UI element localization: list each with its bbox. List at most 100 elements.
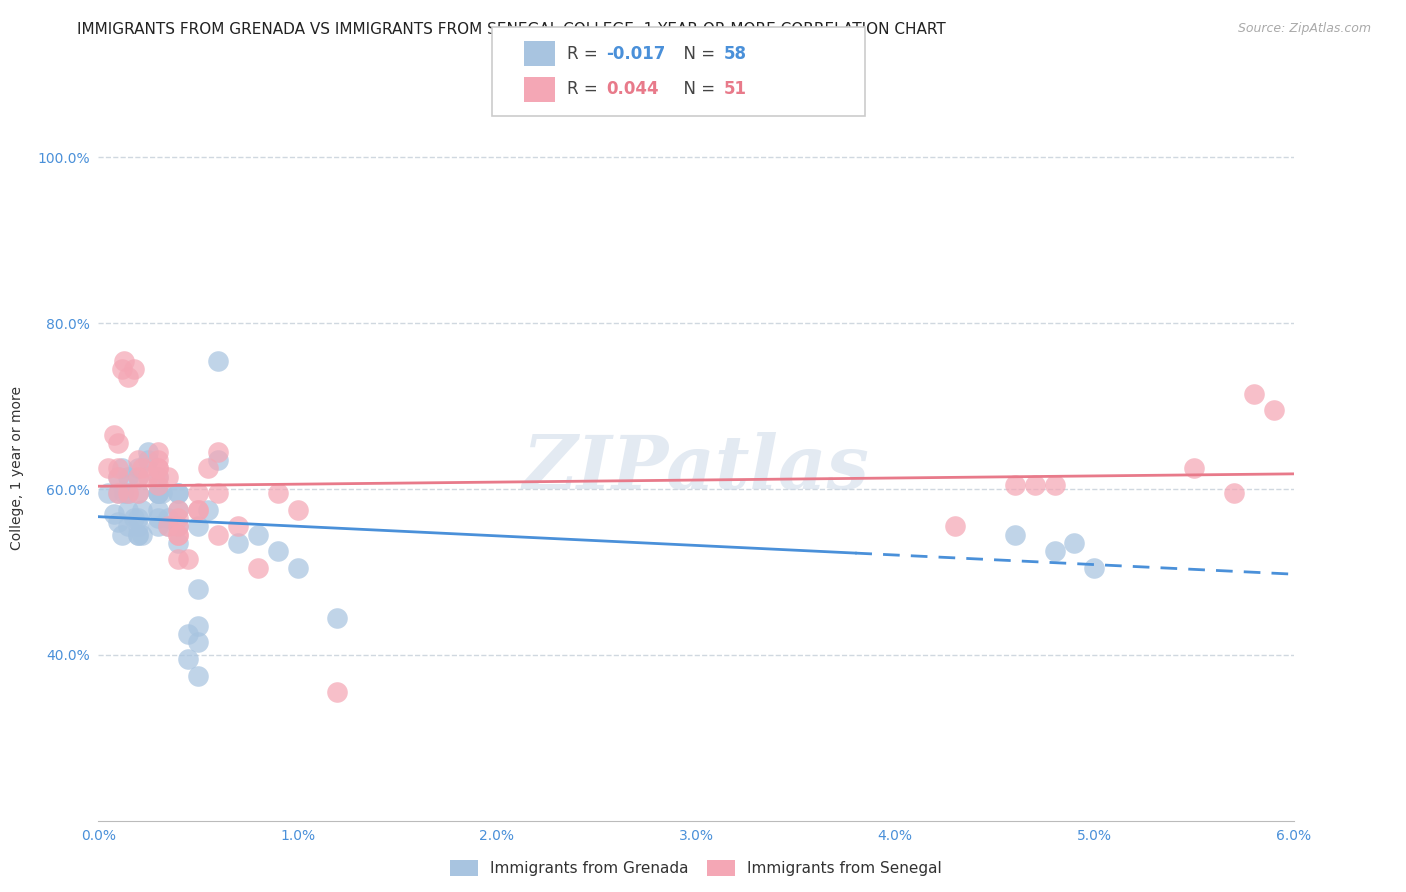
- Point: [167, 486, 190, 500]
- Point: [112, 353, 135, 368]
- Point: [943, 519, 966, 533]
- Point: [1223, 486, 1246, 500]
- Y-axis label: College, 1 year or more: College, 1 year or more: [10, 386, 24, 550]
- Point: [107, 436, 129, 450]
- Point: [131, 502, 153, 516]
- Point: [1182, 461, 1205, 475]
- Text: N =: N =: [673, 45, 721, 62]
- Point: [1004, 527, 1026, 541]
- Point: [103, 507, 125, 521]
- Point: [148, 486, 170, 500]
- Point: [157, 519, 180, 533]
- Point: [167, 527, 190, 541]
- Point: [187, 619, 209, 633]
- Point: [127, 527, 149, 541]
- Point: [207, 527, 229, 541]
- Point: [1024, 478, 1046, 492]
- Point: [148, 502, 170, 516]
- Point: [1083, 561, 1105, 575]
- Point: [107, 469, 129, 483]
- Point: [127, 453, 149, 467]
- Point: [187, 486, 209, 500]
- Point: [111, 361, 134, 376]
- Point: [267, 544, 290, 558]
- Point: [117, 370, 139, 384]
- Point: [197, 502, 219, 516]
- Point: [187, 668, 209, 682]
- Point: [148, 519, 170, 533]
- Point: [107, 486, 129, 500]
- Point: [107, 515, 129, 529]
- Point: [117, 502, 139, 516]
- Point: [167, 527, 190, 541]
- Point: [207, 353, 229, 368]
- Point: [150, 486, 173, 500]
- Point: [117, 486, 139, 500]
- Point: [207, 444, 229, 458]
- Legend: Immigrants from Grenada, Immigrants from Senegal: Immigrants from Grenada, Immigrants from…: [450, 861, 942, 877]
- Point: [226, 519, 249, 533]
- Point: [287, 502, 309, 516]
- Point: [1243, 386, 1265, 401]
- Point: [136, 469, 159, 483]
- Point: [124, 511, 146, 525]
- Point: [107, 461, 129, 475]
- Point: [187, 635, 209, 649]
- Point: [127, 486, 149, 500]
- Text: N =: N =: [673, 80, 721, 98]
- Point: [117, 469, 139, 483]
- Point: [148, 469, 170, 483]
- Text: IMMIGRANTS FROM GRENADA VS IMMIGRANTS FROM SENEGAL COLLEGE, 1 YEAR OR MORE CORRE: IMMIGRANTS FROM GRENADA VS IMMIGRANTS FR…: [77, 22, 946, 37]
- Point: [127, 461, 149, 475]
- Point: [97, 461, 120, 475]
- Point: [326, 685, 349, 699]
- Point: [127, 519, 149, 533]
- Point: [167, 536, 190, 550]
- Point: [112, 486, 135, 500]
- Text: 58: 58: [724, 45, 747, 62]
- Point: [187, 582, 209, 596]
- Point: [148, 478, 170, 492]
- Point: [187, 502, 209, 516]
- Point: [157, 469, 180, 483]
- Point: [187, 519, 209, 533]
- Point: [127, 527, 149, 541]
- Point: [107, 486, 129, 500]
- Point: [1043, 544, 1066, 558]
- Point: [148, 511, 170, 525]
- Point: [246, 561, 269, 575]
- Text: 51: 51: [724, 80, 747, 98]
- Point: [246, 527, 269, 541]
- Point: [136, 444, 159, 458]
- Point: [148, 461, 170, 475]
- Text: R =: R =: [567, 45, 603, 62]
- Point: [167, 552, 190, 566]
- Point: [148, 469, 170, 483]
- Point: [207, 486, 229, 500]
- Point: [148, 453, 170, 467]
- Point: [226, 536, 249, 550]
- Point: [117, 486, 139, 500]
- Point: [197, 461, 219, 475]
- Point: [127, 469, 149, 483]
- Point: [103, 428, 125, 442]
- Point: [177, 627, 200, 641]
- Point: [167, 511, 190, 525]
- Point: [127, 469, 149, 483]
- Text: -0.017: -0.017: [606, 45, 665, 62]
- Text: Source: ZipAtlas.com: Source: ZipAtlas.com: [1237, 22, 1371, 36]
- Text: 0.044: 0.044: [606, 80, 658, 98]
- Point: [177, 652, 200, 666]
- Point: [167, 519, 190, 533]
- Point: [111, 527, 134, 541]
- Point: [326, 610, 349, 624]
- Point: [287, 561, 309, 575]
- Point: [1043, 478, 1066, 492]
- Point: [207, 453, 229, 467]
- Point: [127, 486, 149, 500]
- Point: [167, 502, 190, 516]
- Point: [97, 486, 120, 500]
- Point: [148, 444, 170, 458]
- Point: [136, 453, 159, 467]
- Point: [1263, 403, 1285, 417]
